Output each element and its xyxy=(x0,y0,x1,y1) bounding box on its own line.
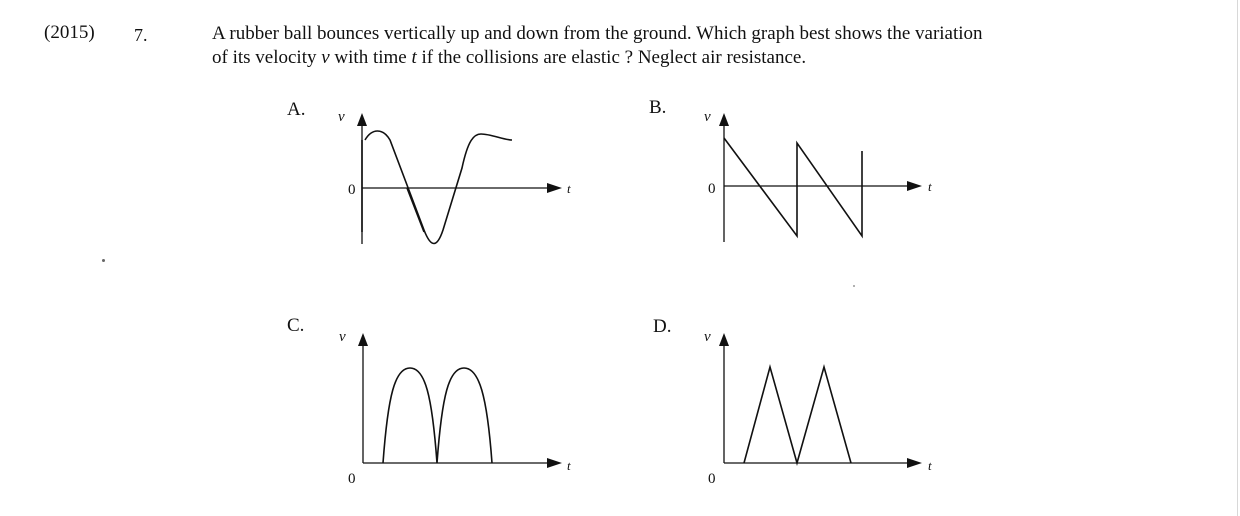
graph-d-v-arrow xyxy=(719,333,729,346)
stem-line-1: A rubber ball bounces vertically up and … xyxy=(212,23,983,44)
graph-c-v-label: v xyxy=(339,329,346,345)
question-number: 7. xyxy=(134,25,148,45)
graph-a-t-label: t xyxy=(567,181,571,196)
scan-speck xyxy=(853,285,855,287)
option-a-label[interactable]: A. xyxy=(287,99,306,120)
graph-c-curve xyxy=(382,367,493,464)
graph-a-curve-2 xyxy=(361,140,425,233)
graph-b-origin-label: 0 xyxy=(708,181,716,197)
graph-c-t-label: t xyxy=(567,458,571,473)
graph-c-origin-label: 0 xyxy=(348,471,356,487)
graph-c-t-arrow xyxy=(547,458,562,468)
graph-b-curve xyxy=(723,137,863,239)
stem-line-2: of its velocity v with time t if the col… xyxy=(212,47,807,68)
graph-b-v-arrow xyxy=(719,113,729,126)
option-c-label[interactable]: C. xyxy=(287,315,305,336)
graph-b-t-arrow xyxy=(907,181,922,191)
graph-a[interactable]: v t 0 xyxy=(338,109,571,245)
page-edge xyxy=(1237,0,1238,516)
graph-a-origin-label: 0 xyxy=(348,182,356,198)
graph-a-v-label: v xyxy=(338,109,345,125)
option-d-label[interactable]: D. xyxy=(653,316,672,337)
graph-a-v-arrow xyxy=(357,113,367,126)
graph-d-curve xyxy=(743,363,852,466)
graph-a-t-arrow xyxy=(547,183,562,193)
graph-b[interactable]: v t 0 xyxy=(704,109,932,242)
graph-c-v-arrow xyxy=(358,333,368,346)
graph-d-t-label: t xyxy=(928,458,932,473)
graph-a-curve xyxy=(364,130,513,245)
option-b-label[interactable]: B. xyxy=(649,97,667,118)
graph-b-v-label: v xyxy=(704,109,711,125)
question-stem: A rubber ball bounces vertically up and … xyxy=(212,22,983,70)
graph-d[interactable]: v t 0 xyxy=(704,329,932,487)
graph-c[interactable]: v t 0 xyxy=(339,329,571,487)
graph-b-t-label: t xyxy=(928,179,932,194)
graph-d-t-arrow xyxy=(907,458,922,468)
question-year: (2015) xyxy=(44,22,95,43)
graph-d-v-label: v xyxy=(704,329,711,345)
graph-d-origin-label: 0 xyxy=(708,471,716,487)
scan-speck xyxy=(102,259,105,262)
